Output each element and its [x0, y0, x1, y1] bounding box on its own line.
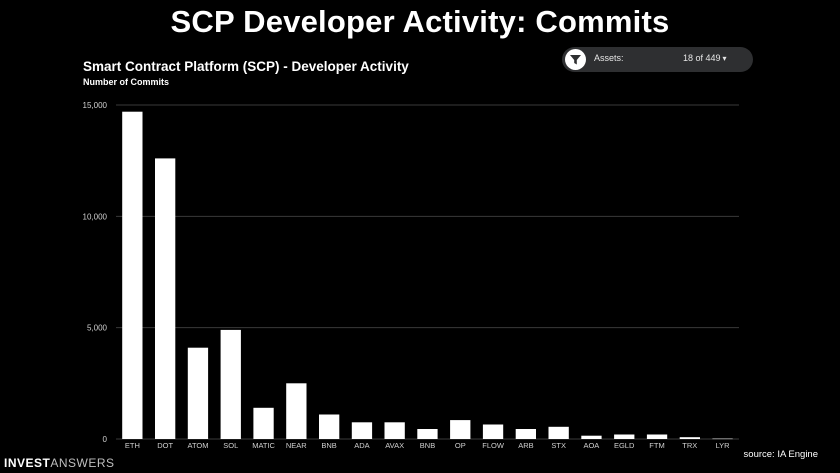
x-tick-label: FLOW — [482, 441, 505, 450]
assets-filter-value[interactable]: 18 of 449 ▾ — [683, 53, 727, 63]
bar-matic — [253, 407, 274, 439]
assets-filter-dropdown[interactable]: Assets: 18 of 449 ▾ — [562, 47, 753, 72]
x-tick-label: LYR — [716, 441, 731, 450]
bar-aoa — [581, 435, 602, 439]
x-tick-label: EGLD — [614, 441, 635, 450]
source-note: source: IA Engine — [743, 449, 818, 460]
bar-stx — [548, 426, 569, 439]
brand-part-2: ANSWERS — [50, 456, 115, 470]
bar-sol — [220, 329, 241, 439]
chart-panel — [69, 44, 764, 463]
brand-part-1: INVEST — [4, 456, 51, 470]
chart-title: Smart Contract Platform (SCP) - Develope… — [83, 59, 409, 74]
y-axis-label: Number of Commits — [83, 77, 170, 87]
bar-near — [286, 383, 307, 439]
slide-title: SCP Developer Activity: Commits — [170, 4, 670, 39]
bar-bnb — [417, 429, 438, 439]
x-tick-label: AOA — [583, 441, 599, 450]
bar-egld — [614, 434, 635, 439]
y-tick-label: 5,000 — [87, 324, 108, 333]
funnel-icon[interactable] — [565, 49, 586, 70]
x-tick-label: TRX — [682, 441, 697, 450]
bar-arb — [515, 429, 536, 439]
x-tick-label: FTM — [649, 441, 664, 450]
x-tick-label: OP — [455, 441, 466, 450]
x-tick-label: DOT — [157, 441, 173, 450]
x-tick-label: ARB — [518, 441, 533, 450]
bar-bnb — [319, 414, 340, 439]
assets-filter-count: 18 of 449 — [683, 53, 721, 63]
assets-filter-label: Assets: — [594, 53, 624, 63]
bar-atom — [187, 347, 209, 439]
bar-trx — [679, 437, 700, 439]
x-tick-label: STX — [551, 441, 566, 450]
brand-logo: INVESTANSWERS — [4, 456, 115, 470]
bar-lyr — [712, 438, 733, 440]
bar-eth — [122, 111, 143, 439]
bar-avax — [384, 422, 405, 439]
x-tick-label: MATIC — [252, 441, 275, 450]
bar-ada — [351, 422, 373, 439]
y-tick-label: 0 — [103, 435, 108, 444]
y-tick-label: 10,000 — [83, 212, 108, 221]
bar-dot — [155, 158, 176, 439]
bar-ftm — [646, 434, 668, 439]
x-tick-label: BNB — [321, 441, 336, 450]
x-tick-label: NEAR — [286, 441, 307, 450]
y-tick-label: 15,000 — [83, 101, 108, 110]
x-tick-label: AVAX — [385, 441, 404, 450]
x-tick-label: ATOM — [188, 441, 209, 450]
bar-op — [450, 420, 471, 439]
chevron-down-icon: ▾ — [722, 54, 727, 63]
bar-flow — [482, 424, 504, 439]
x-tick-label: ETH — [125, 441, 140, 450]
x-tick-label: BNB — [420, 441, 435, 450]
x-tick-label: SOL — [223, 441, 238, 450]
x-tick-label: ADA — [354, 441, 369, 450]
